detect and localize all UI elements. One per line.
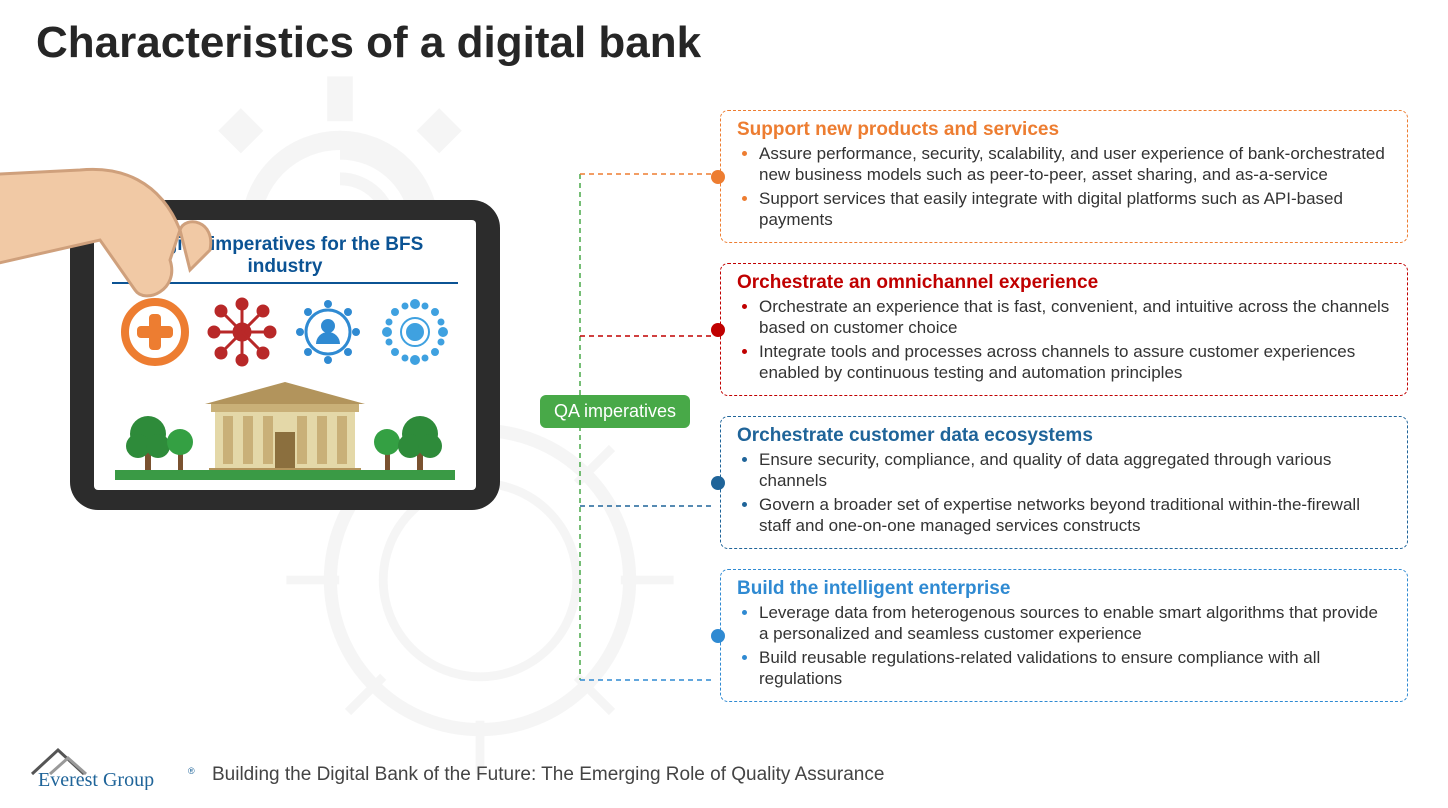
footer-tagline: Building the Digital Bank of the Future:… (212, 764, 884, 786)
gear-network-icon (379, 296, 451, 368)
panel-2: Orchestrate customer data ecosystemsEnsu… (720, 416, 1408, 549)
panel-bullet: Orchestrate an experience that is fast, … (759, 296, 1391, 339)
panel-bullet: Govern a broader set of expertise networ… (759, 494, 1391, 537)
panel-bullet: Support services that easily integrate w… (759, 188, 1391, 231)
panel-bullet: Leverage data from heterogenous sources … (759, 602, 1391, 645)
panel-title: Support new products and services (737, 119, 1391, 141)
panel-0: Support new products and servicesAssure … (720, 110, 1408, 243)
panel-bullets: Ensure security, compliance, and quality… (737, 449, 1391, 536)
panel-bullet: Integrate tools and processes across cha… (759, 341, 1391, 384)
panel-dot (711, 629, 725, 643)
panel-dot (711, 476, 725, 490)
panel-title: Build the intelligent enterprise (737, 578, 1391, 600)
panel-bullets: Orchestrate an experience that is fast, … (737, 296, 1391, 383)
panels-container: Support new products and servicesAssure … (720, 110, 1408, 702)
svg-text:Everest Group: Everest Group (38, 769, 154, 790)
everest-group-logo: Everest Group ® (28, 744, 198, 790)
panel-title: Orchestrate customer data ecosystems (737, 425, 1391, 447)
panel-dot (711, 170, 725, 184)
panel-3: Build the intelligent enterpriseLeverage… (720, 569, 1408, 702)
user-network-icon (292, 296, 364, 368)
bank-building-row (112, 374, 458, 484)
panel-bullets: Leverage data from heterogenous sources … (737, 602, 1391, 689)
panel-bullet: Ensure security, compliance, and quality… (759, 449, 1391, 492)
qa-imperatives-badge: QA imperatives (540, 395, 690, 428)
panel-1: Orchestrate an omnichannel experienceOrc… (720, 263, 1408, 396)
tablet-illustration: Digital imperatives for the BFS industry (0, 190, 540, 540)
panel-bullet: Assure performance, security, scalabilit… (759, 143, 1391, 186)
footer: Everest Group ® Building the Digital Ban… (28, 744, 884, 790)
page-title: Characteristics of a digital bank (36, 18, 701, 68)
panel-title: Orchestrate an omnichannel experience (737, 272, 1391, 294)
svg-text:®: ® (188, 766, 195, 776)
hand-icon (0, 120, 260, 380)
panel-dot (711, 323, 725, 337)
panel-bullet: Build reusable regulations-related valid… (759, 647, 1391, 690)
panel-bullets: Assure performance, security, scalabilit… (737, 143, 1391, 230)
